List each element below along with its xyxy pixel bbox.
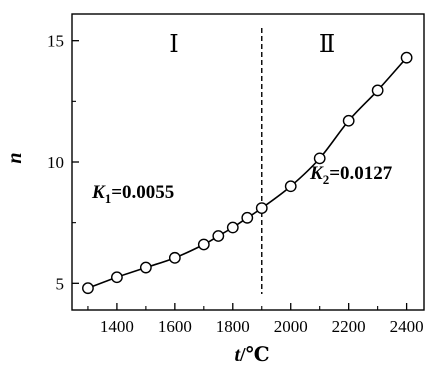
data-point: [139, 261, 152, 274]
x-tick-label: 2200: [332, 317, 366, 336]
y-tick-label: 10: [47, 153, 64, 172]
data-point: [284, 180, 297, 193]
data-point: [342, 114, 355, 127]
data-point: [400, 51, 413, 64]
k1-value: =0.0055: [111, 182, 174, 203]
data-point: [226, 221, 239, 234]
data-point: [168, 251, 181, 264]
k2-value: =0.0127: [329, 163, 393, 184]
data-point: [111, 271, 123, 284]
x-tick-label: 2400: [390, 317, 424, 336]
x-tick-label: 1600: [158, 317, 192, 336]
x-axis-variable: t: [234, 344, 241, 366]
k1-annotation: K1=0.0055: [91, 182, 174, 206]
plot-frame: [71, 13, 425, 311]
y-tick-label: 15: [47, 32, 64, 51]
k2-subscript: 2: [323, 172, 330, 187]
data-point: [212, 230, 225, 242]
k1-subscript: 1: [105, 191, 112, 206]
x-tick-label: 1800: [216, 317, 250, 336]
k2-symbol: K: [309, 163, 324, 184]
k1-symbol: K: [91, 182, 106, 203]
data-point: [255, 202, 268, 214]
data-point: [371, 84, 384, 97]
x-axis-title: t/℃: [234, 344, 269, 366]
region-label-one: Ⅰ: [169, 32, 178, 58]
data-point: [82, 282, 94, 295]
data-point: [197, 238, 210, 251]
x-tick-label: 2000: [274, 317, 308, 336]
data-point: [313, 152, 326, 165]
y-tick-label: 5: [56, 274, 65, 293]
y-axis-title: n: [4, 152, 26, 163]
x-axis-unit: /℃: [239, 344, 270, 366]
k2-annotation: K2=0.0127: [309, 163, 393, 187]
x-tick-label: 1400: [100, 317, 134, 336]
data-point: [241, 211, 254, 224]
region-label-two: Ⅱ: [319, 32, 335, 58]
